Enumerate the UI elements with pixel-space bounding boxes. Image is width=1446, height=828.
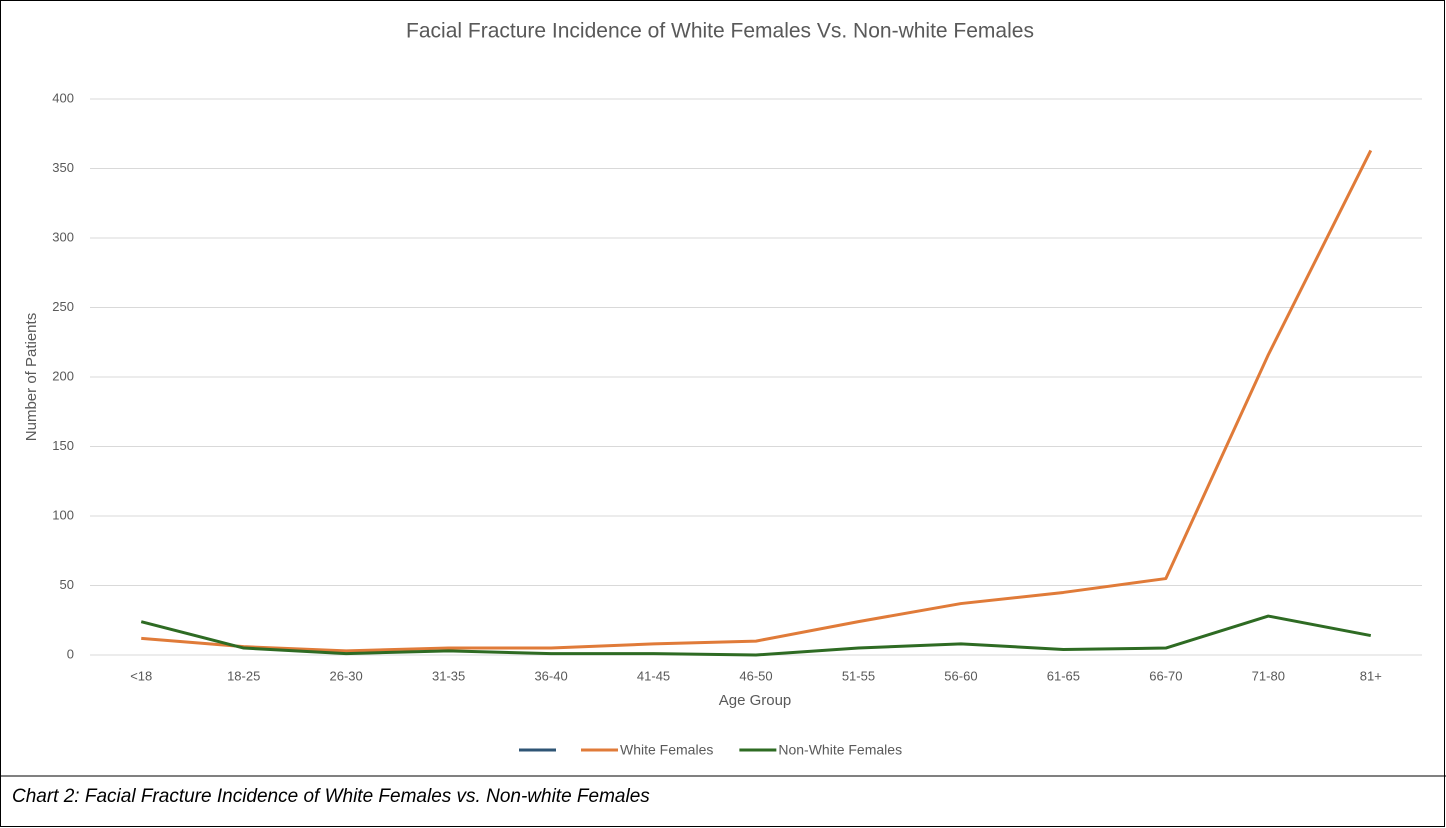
x-axis-title: Age Group <box>719 692 792 709</box>
x-tick-label: 41-45 <box>637 668 670 683</box>
y-tick-label: 400 <box>52 90 74 105</box>
x-tick-label: 26-30 <box>330 668 363 683</box>
x-tick-label: 31-35 <box>432 668 465 683</box>
y-tick-label: 300 <box>52 229 74 244</box>
caption: Chart 2: Facial Fracture Incidence of Wh… <box>12 786 650 807</box>
y-tick-label: 0 <box>67 646 74 661</box>
x-tick-label: <18 <box>130 668 152 683</box>
y-tick-label: 250 <box>52 299 74 314</box>
series-line <box>140 614 1372 657</box>
x-tick-label: 18-25 <box>227 668 260 683</box>
x-tick-label: 36-40 <box>534 668 567 683</box>
legend-label: White Females <box>620 742 713 758</box>
chart-title: Facial Fracture Incidence of White Femal… <box>406 20 1034 43</box>
x-tick-label: 61-65 <box>1047 668 1080 683</box>
y-tick-label: 350 <box>52 160 74 175</box>
x-tick-label: 81+ <box>1360 668 1382 683</box>
x-tick-label: 51-55 <box>842 668 875 683</box>
y-tick-label: 150 <box>52 438 74 453</box>
legend-label: Non-White Females <box>778 742 902 758</box>
y-tick-label: 100 <box>52 507 74 522</box>
series-line <box>141 149 1373 653</box>
y-axis-title: Number of Patients <box>23 313 40 441</box>
x-tick-label: 71-80 <box>1252 668 1285 683</box>
y-tick-label: 200 <box>52 368 74 383</box>
x-tick-label: 46-50 <box>739 668 772 683</box>
x-tick-label: 56-60 <box>944 668 977 683</box>
x-tick-label: 66-70 <box>1149 668 1182 683</box>
y-tick-label: 50 <box>60 577 74 592</box>
